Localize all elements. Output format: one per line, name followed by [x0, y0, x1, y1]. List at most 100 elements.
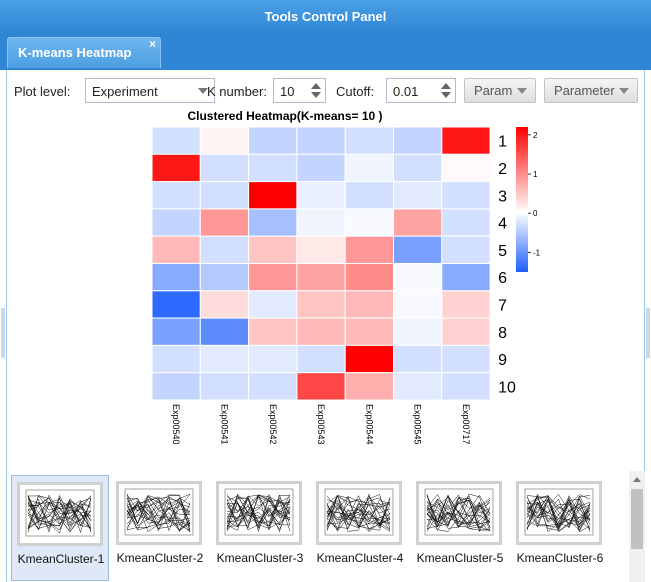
heatmap-cell: [248, 208, 298, 237]
heatmap-cell: [441, 181, 491, 210]
color-scale-label: 0: [533, 209, 538, 218]
heatmap-cell: [441, 317, 491, 346]
heatmap-cell: [441, 153, 491, 183]
heatmap-cell: [199, 263, 250, 292]
scroll-up-icon[interactable]: [633, 477, 641, 482]
cluster-plot-image: [416, 481, 502, 545]
heatmap-cell: [151, 263, 201, 292]
cluster-plot-image: [316, 481, 402, 545]
chart-title: Clustered Heatmap(K-means= 10 ): [187, 109, 382, 123]
heatmap-cell: [393, 344, 443, 374]
chevron-down-icon[interactable]: [192, 79, 214, 102]
row-label: 4: [498, 216, 507, 233]
cluster-thumbnail[interactable]: KmeanCluster-2: [111, 475, 209, 581]
column-label: Exp00542: [268, 404, 278, 445]
tab-kmeans-heatmap[interactable]: K-means Heatmap ×: [7, 37, 161, 68]
scrollbar-thumb[interactable]: [631, 489, 643, 549]
heatmap-cell: [151, 181, 201, 210]
cluster-plot-image: [516, 481, 602, 545]
heatmap-cell: [151, 317, 201, 346]
plot-level-label: Plot level:: [14, 84, 71, 99]
k-number-value: 10: [280, 84, 295, 99]
heatmap-cell: [393, 181, 443, 210]
heatmap-cell: [199, 126, 250, 155]
heatmap-cell: [296, 181, 346, 210]
heatmap-cell: [199, 181, 250, 210]
heatmap-cell: [199, 344, 250, 374]
heatmap-cell: [393, 372, 443, 401]
heatmap-cell: [296, 263, 346, 292]
heatmap-cell: [344, 181, 394, 210]
heatmap-cell: [393, 153, 443, 183]
heatmap-cell: [296, 153, 346, 183]
heatmap-cell: [151, 235, 201, 264]
parameter-button-label: Parameter: [554, 83, 615, 98]
cluster-thumbnail[interactable]: KmeanCluster-3: [211, 475, 309, 581]
color-scale-bar: [516, 127, 528, 272]
heatmap-cell: [441, 126, 491, 155]
row-label: 3: [498, 188, 507, 205]
cluster-plot-image: [216, 481, 302, 545]
heatmap-cell: [151, 372, 201, 401]
window-title: Tools Control Panel: [0, 0, 651, 34]
heatmap-cell: [344, 126, 394, 155]
heatmap-cell: [393, 235, 443, 264]
cluster-thumbnail[interactable]: KmeanCluster-4: [311, 475, 409, 581]
heatmap-cell: [248, 126, 298, 155]
close-icon[interactable]: ×: [148, 37, 156, 51]
k-number-stepper[interactable]: 10: [273, 78, 326, 103]
spin-down-icon[interactable]: [441, 92, 451, 98]
heatmap-cell: [248, 181, 298, 210]
heatmap-cell: [296, 235, 346, 264]
cluster-label: KmeanCluster-6: [516, 551, 604, 565]
heatmap-cell: [199, 317, 250, 346]
heatmap-cell: [393, 290, 443, 319]
heatmap-cell: [151, 290, 201, 319]
right-resize-handle[interactable]: [646, 308, 650, 358]
cluster-label: KmeanCluster-2: [116, 551, 204, 565]
heatmap-cell: [344, 317, 394, 346]
cluster-label: KmeanCluster-3: [216, 551, 304, 565]
heatmap-cell: [344, 290, 394, 319]
heatmap-cell: [248, 372, 298, 401]
column-label: Exp00540: [171, 404, 181, 445]
row-label: 5: [498, 243, 507, 260]
cluster-label: KmeanCluster-4: [316, 551, 404, 565]
heatmap-cell: [151, 344, 201, 374]
heatmap-cell: [393, 126, 443, 155]
heatmap-cell: [296, 290, 346, 319]
heatmap-cell: [296, 344, 346, 374]
left-resize-handle[interactable]: [1, 308, 5, 358]
plot-level-select[interactable]: Experiment: [85, 78, 215, 103]
heatmap-cell: [344, 208, 394, 237]
heatmap-cell: [393, 208, 443, 237]
column-label: Exp00544: [364, 404, 374, 445]
cluster-label: KmeanCluster-5: [416, 551, 504, 565]
cutoff-stepper[interactable]: 0.01: [386, 78, 456, 103]
scrollbar[interactable]: [629, 471, 645, 582]
spin-up-icon[interactable]: [311, 83, 321, 89]
heatmap-cell: [248, 317, 298, 346]
cluster-thumbnail[interactable]: KmeanCluster-6: [511, 475, 609, 581]
cutoff-label: Cutoff:: [336, 84, 375, 99]
param-button[interactable]: Param: [464, 78, 536, 103]
spin-up-icon[interactable]: [441, 83, 451, 89]
spin-down-icon[interactable]: [311, 92, 321, 98]
heatmap-chart: Clustered Heatmap(K-means= 10 ) 1 2 3 4 5 6 7 8…: [151, 109, 541, 445]
cluster-thumbnail[interactable]: KmeanCluster-1: [11, 475, 109, 581]
cluster-thumbnail[interactable]: KmeanCluster-5: [411, 475, 509, 581]
heatmap-cell: [248, 153, 298, 183]
color-scale-label: 1: [533, 170, 538, 179]
row-label: 9: [498, 352, 507, 369]
k-number-label: K number:: [207, 84, 267, 99]
row-label: 6: [498, 270, 507, 287]
column-label: Exp00545: [413, 404, 423, 445]
heatmap-cell: [344, 344, 394, 374]
heatmap-cell: [296, 317, 346, 346]
heatmap-cell: [296, 208, 346, 237]
row-label: 8: [498, 325, 507, 342]
color-scale-label: 2: [533, 131, 538, 140]
heatmap-cell: [441, 263, 491, 292]
parameter-button[interactable]: Parameter: [544, 78, 638, 103]
heatmap-cell: [199, 372, 250, 401]
